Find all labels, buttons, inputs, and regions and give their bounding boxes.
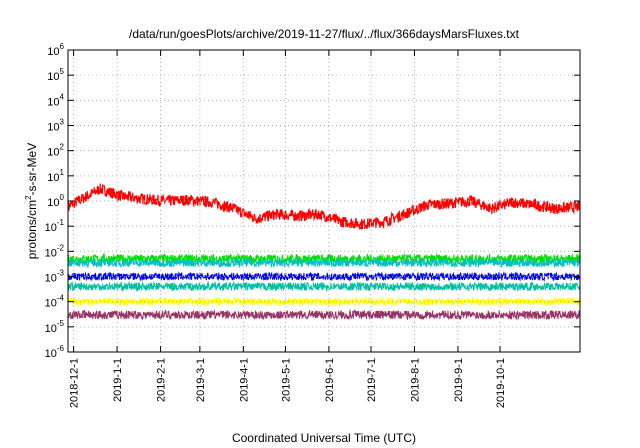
y-tick-label: 104 xyxy=(47,92,64,108)
series-line xyxy=(67,296,581,308)
series-line xyxy=(67,267,581,277)
y-tick-label: 106 xyxy=(47,42,64,58)
x-tick-label: 2019-8-1 xyxy=(409,358,421,402)
y-tick-label: 10-3 xyxy=(45,269,65,285)
y-axis: 10-6 10-5 10-4 10-3 10-2 10-1 100 101 102 103 104 1… xyxy=(45,42,580,360)
series-line xyxy=(67,308,581,321)
y-tick-label: 10-5 xyxy=(45,319,65,335)
y-axis-label-base: protons/cm xyxy=(25,200,39,259)
x-tick-label: 2019-1-1 xyxy=(112,358,124,402)
x-tick-label: 2019-10-1 xyxy=(495,358,507,408)
y-tick-label: 102 xyxy=(47,143,64,159)
x-axis: 2018-12-1 2019-1-1 2019-2-1 2019-3-1 2019-4-… xyxy=(69,50,507,408)
grid xyxy=(68,50,580,352)
y-tick-label: 105 xyxy=(47,67,64,83)
x-tick-label: 2019-4-1 xyxy=(238,358,250,402)
x-tick-label: 2019-6-1 xyxy=(324,358,336,402)
y-tick-label: 103 xyxy=(47,118,64,134)
y-tick-label: 100 xyxy=(47,193,64,209)
y-axis-label: protons/cm2-s-sr-MeV xyxy=(24,143,39,259)
y-tick-label: 10-1 xyxy=(45,218,65,234)
y-tick-label: 10-2 xyxy=(45,243,65,259)
x-tick-label: 2019-9-1 xyxy=(453,358,465,402)
x-axis-label: Coordinated Universal Time (UTC) xyxy=(232,431,416,445)
series-line xyxy=(67,257,581,269)
x-tick-label: 2019-3-1 xyxy=(195,358,207,402)
x-tick-label: 2018-12-1 xyxy=(69,358,81,408)
x-tick-label: 2019-2-1 xyxy=(156,358,168,402)
x-tick-label: 2019-5-1 xyxy=(280,358,292,402)
series-line xyxy=(67,280,581,293)
y-tick-label: 10-4 xyxy=(45,294,65,310)
chart-title: /data/run/goesPlots/archive/2019-11-27/f… xyxy=(129,27,520,41)
y-axis-label-sup: 2 xyxy=(24,195,33,200)
y-axis-label-rest: -s-sr-MeV xyxy=(25,143,39,196)
x-tick-label: 2019-7-1 xyxy=(366,358,378,402)
y-tick-label: 10-6 xyxy=(45,344,65,360)
y-tick-label: 101 xyxy=(47,168,64,184)
series-line xyxy=(67,183,581,230)
